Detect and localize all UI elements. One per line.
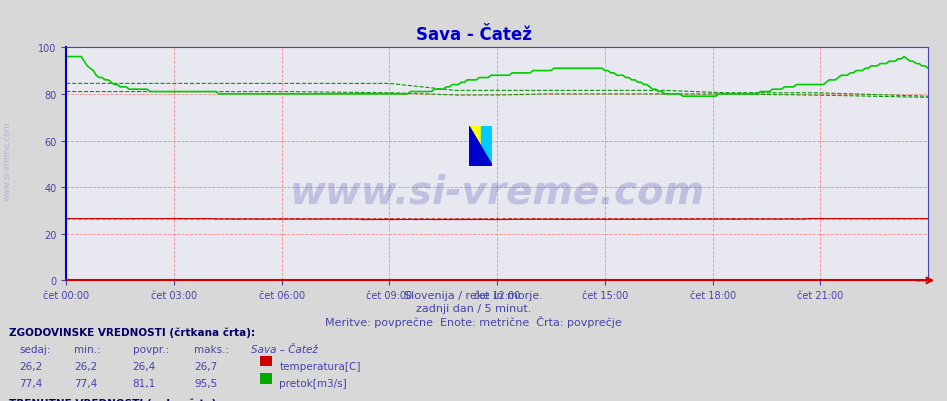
Text: Sava - Čatež: Sava - Čatež [416,26,531,44]
Text: sedaj:: sedaj: [19,344,50,354]
Text: 77,4: 77,4 [74,379,98,389]
Text: min.:: min.: [74,344,100,354]
Text: 26,2: 26,2 [74,361,98,371]
Bar [469,126,481,166]
Text: maks.:: maks.: [194,344,229,354]
Text: www.si-vreme.com: www.si-vreme.com [3,121,12,200]
Text: Sava – Čatež: Sava – Čatež [251,344,318,354]
Text: temperatura[C]: temperatura[C] [279,361,361,371]
Text: 81,1: 81,1 [133,379,156,389]
Text: 77,4: 77,4 [19,379,43,389]
Text: zadnji dan / 5 minut.: zadnji dan / 5 minut. [416,303,531,313]
Text: 95,5: 95,5 [194,379,218,389]
Text: www.si-vreme.com: www.si-vreme.com [290,173,705,211]
Text: ZGODOVINSKE VREDNOSTI (črtkana črta):: ZGODOVINSKE VREDNOSTI (črtkana črta): [9,327,256,337]
Text: 26,2: 26,2 [19,361,43,371]
Text: Slovenija / reke in morje.: Slovenija / reke in morje. [404,291,543,301]
Text: 26,7: 26,7 [194,361,218,371]
Text: Meritve: povprečne  Enote: metrične  Črta: povprečje: Meritve: povprečne Enote: metrične Črta:… [325,315,622,327]
Text: povpr.:: povpr.: [133,344,169,354]
Text: 26,4: 26,4 [133,361,156,371]
Polygon shape [469,126,492,166]
Text: TRENUTNE VREDNOSTI (polna črta):: TRENUTNE VREDNOSTI (polna črta): [9,397,221,401]
Bar [481,126,492,166]
Text: pretok[m3/s]: pretok[m3/s] [279,379,348,389]
